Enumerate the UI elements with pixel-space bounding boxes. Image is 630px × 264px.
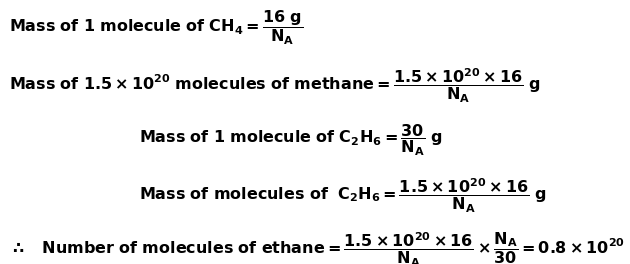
Text: $\mathbf{Mass\ of\ 1\ molecule\ of\ CH_4 = \dfrac{16\ g}{N_A}}$: $\mathbf{Mass\ of\ 1\ molecule\ of\ CH_4… xyxy=(9,8,304,47)
Text: $\mathbf{Mass\ of\ molecules\ of\ \ C_2H_6 = \dfrac{1.5 \times 10^{20} \times 16: $\mathbf{Mass\ of\ molecules\ of\ \ C_2H… xyxy=(139,176,546,215)
Text: $\mathbf{\therefore \quad Number\ of\ molecules\ of\ ethane = \dfrac{1.5 \times : $\mathbf{\therefore \quad Number\ of\ mo… xyxy=(9,230,626,264)
Text: $\mathbf{Mass\ of\ 1.5 \times 10^{20}\ molecules\ of\ methane = \dfrac{1.5 \time: $\mathbf{Mass\ of\ 1.5 \times 10^{20}\ m… xyxy=(9,67,541,105)
Text: $\mathbf{Mass\ of\ 1\ molecule\ of\ C_2H_6 = \dfrac{30}{N_A}\ g}$: $\mathbf{Mass\ of\ 1\ molecule\ of\ C_2H… xyxy=(139,122,442,158)
